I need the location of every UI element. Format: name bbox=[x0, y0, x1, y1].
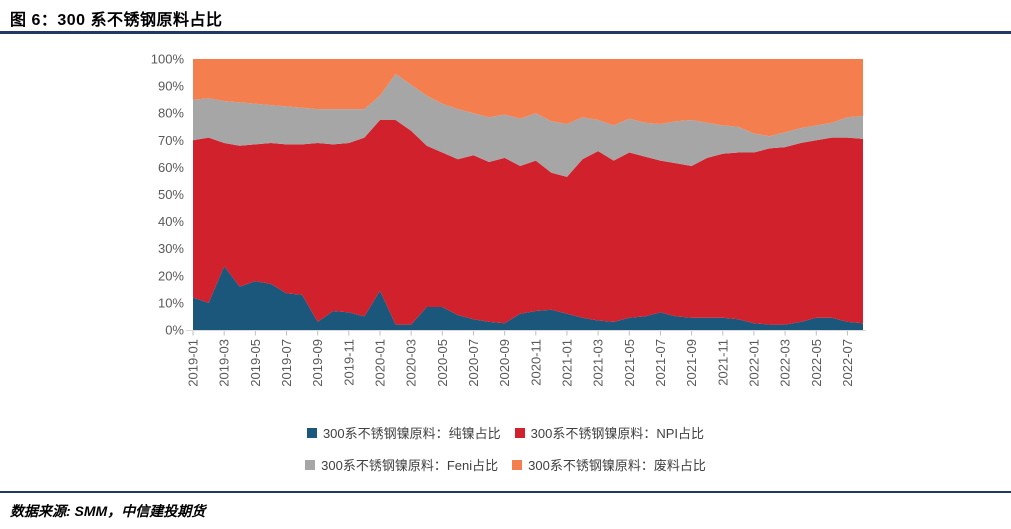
legend-label-scrap: 300系不锈钢镍原料：废料占比 bbox=[528, 458, 706, 473]
x-tick-label: 2020-09 bbox=[497, 339, 512, 387]
legend-swatch-feni bbox=[305, 459, 316, 470]
x-tick-label: 2019-09 bbox=[310, 339, 325, 387]
x-tick-label: 2021-11 bbox=[715, 339, 730, 386]
y-tick-label: 60% bbox=[158, 160, 184, 175]
legend-swatch-scrap bbox=[512, 459, 523, 470]
legend-row-2: 300系不锈钢镍原料：Feni占比 300系不锈钢镍原料：废料占比 bbox=[305, 455, 706, 474]
y-tick-label: 20% bbox=[158, 268, 184, 283]
y-tick-label: 50% bbox=[158, 187, 184, 202]
x-tick-label: 2019-05 bbox=[248, 339, 263, 387]
legend-label-npi: 300系不锈钢镍原料：NPI占比 bbox=[530, 426, 705, 441]
x-tick-label: 2019-01 bbox=[186, 339, 201, 387]
x-tick-label: 2019-03 bbox=[217, 339, 232, 387]
x-tick-label: 2021-05 bbox=[622, 339, 637, 387]
chart-legend: 300系不锈钢镍原料：纯镍占比 300系不锈钢镍原料：NPI占比 300系不锈钢… bbox=[0, 423, 1011, 474]
y-tick-label: 100% bbox=[151, 52, 185, 67]
legend-row-1: 300系不锈钢镍原料：纯镍占比 300系不锈钢镍原料：NPI占比 bbox=[306, 423, 705, 442]
y-tick-label: 0% bbox=[165, 323, 184, 338]
area-series-2 bbox=[193, 73, 863, 177]
legend-label-pure-nickel: 300系不锈钢镍原料：纯镍占比 bbox=[322, 426, 501, 441]
area-series-group bbox=[193, 59, 863, 330]
x-tick-label: 2022-05 bbox=[809, 339, 824, 387]
legend-item-npi: 300系不锈钢镍原料：NPI占比 bbox=[514, 423, 705, 442]
x-axis-labels: 2019-01 2019-03 2019-05 2019-07 2019-09 2019-… bbox=[186, 339, 855, 387]
title-divider bbox=[0, 31, 1011, 34]
legend-item-feni: 300系不锈钢镍原料：Feni占比 bbox=[305, 455, 498, 474]
footer-divider bbox=[0, 491, 1011, 493]
x-tick-label: 2019-11 bbox=[341, 339, 356, 386]
legend-swatch-npi bbox=[514, 427, 525, 438]
area-series-0 bbox=[193, 266, 863, 330]
x-tick-label: 2022-03 bbox=[778, 339, 793, 387]
y-tick-label: 30% bbox=[158, 241, 184, 256]
x-tick-label: 2021-09 bbox=[684, 339, 699, 387]
figure-title: 图 6：300 系不锈钢原料占比 bbox=[10, 12, 223, 29]
x-tick-label: 2021-07 bbox=[653, 339, 668, 387]
stacked-area-chart: 0% 10% 20% 30% 40% 50% 60% 70% 80% 90% 100% 2019-01… bbox=[151, 52, 866, 387]
x-tick-label: 2020-01 bbox=[372, 339, 387, 387]
legend-swatch-pure-nickel bbox=[306, 427, 317, 438]
legend-item-pure-nickel: 300系不锈钢镍原料：纯镍占比 bbox=[306, 423, 501, 442]
x-tick-label: 2020-03 bbox=[404, 339, 419, 387]
legend-item-scrap: 300系不锈钢镍原料：废料占比 bbox=[512, 455, 706, 474]
y-tick-label: 10% bbox=[158, 295, 184, 310]
y-tick-label: 40% bbox=[158, 214, 184, 229]
x-tick-label: 2020-07 bbox=[466, 339, 481, 387]
y-axis-labels: 0% 10% 20% 30% 40% 50% 60% 70% 80% 90% 100% bbox=[151, 52, 185, 338]
data-source-note: 数据来源: SMM，中信建投期货 bbox=[10, 503, 206, 519]
x-tick-label: 2019-07 bbox=[279, 339, 294, 387]
x-tick-label: 2022-07 bbox=[840, 339, 855, 387]
x-axis bbox=[186, 330, 866, 336]
x-tick-label: 2021-01 bbox=[559, 339, 574, 387]
legend-label-feni: 300系不锈钢镍原料：Feni占比 bbox=[321, 458, 499, 473]
x-tick-label: 2021-03 bbox=[591, 339, 606, 387]
x-tick-label: 2022-01 bbox=[746, 339, 761, 387]
area-series-1 bbox=[193, 120, 863, 325]
x-tick-label: 2020-11 bbox=[528, 339, 543, 386]
area-series-3 bbox=[193, 59, 863, 137]
chart-canvas: 0% 10% 20% 30% 40% 50% 60% 70% 80% 90% 100% 2019-01… bbox=[151, 52, 866, 387]
y-tick-label: 80% bbox=[158, 106, 184, 121]
x-tick-label: 2020-05 bbox=[435, 339, 450, 387]
y-tick-label: 90% bbox=[158, 79, 184, 94]
y-tick-label: 70% bbox=[158, 133, 184, 148]
